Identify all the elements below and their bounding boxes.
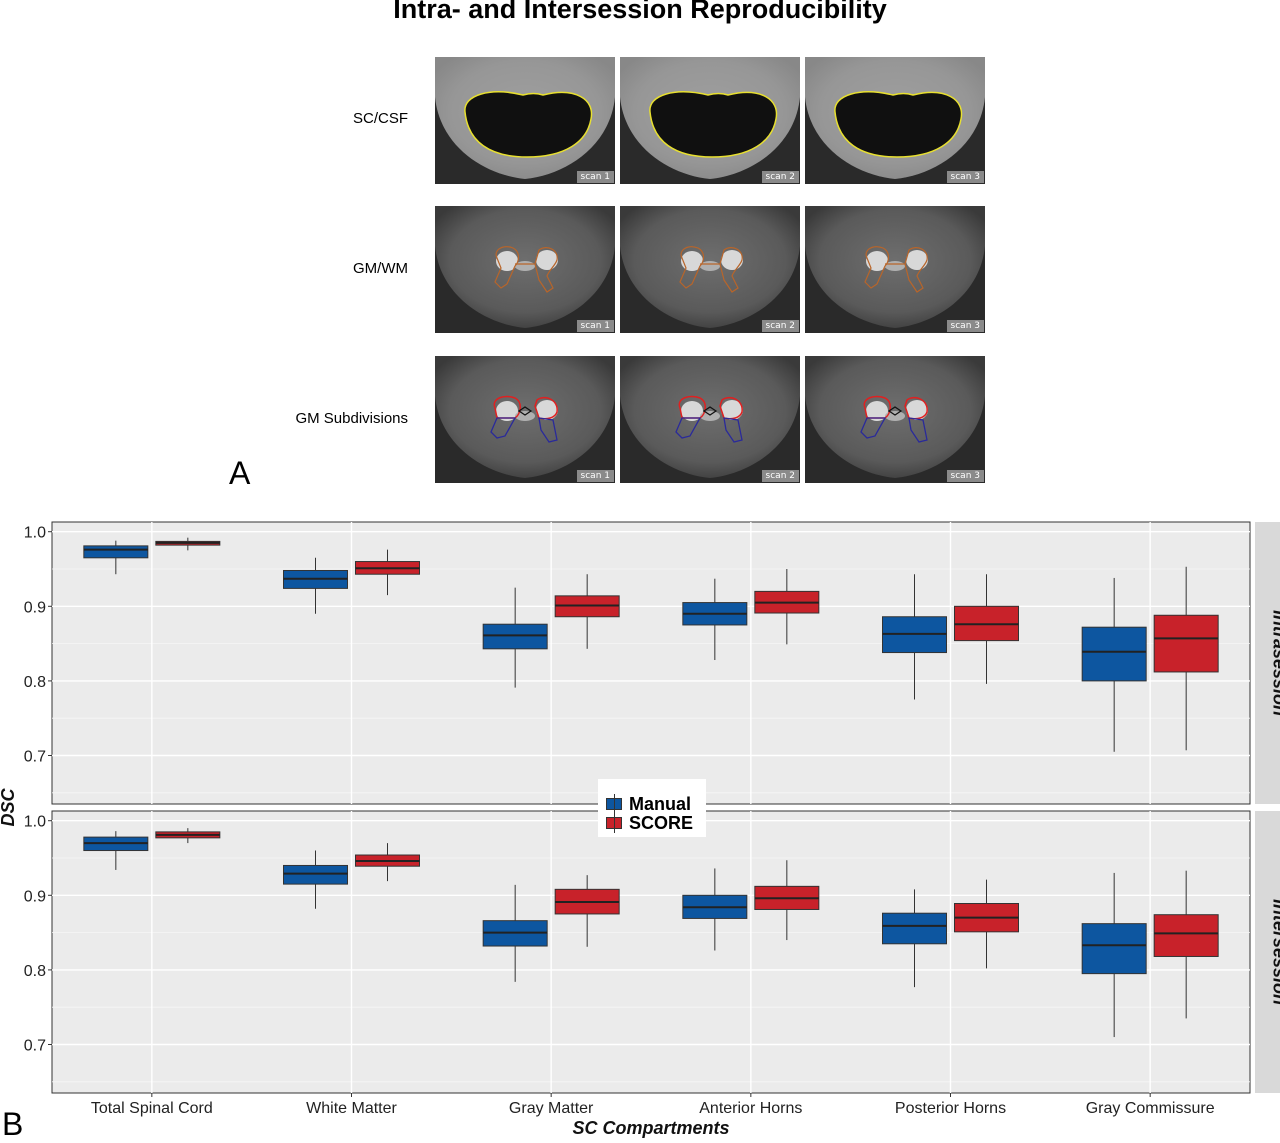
scan-image-gm-sub-2: scan 2 — [620, 356, 800, 483]
facet-strip-label: Intrasession — [1270, 610, 1280, 716]
scan-image-sc-csf-1-graphic — [435, 57, 615, 184]
x-tick-label: Anterior Horns — [699, 1100, 802, 1117]
scan-image-gm-sub-3-graphic — [805, 356, 985, 483]
x-tick-label: White Matter — [306, 1100, 397, 1117]
row-label-gm-wm: GM/WM — [208, 260, 408, 277]
legend-item-score: SCORE — [606, 813, 693, 833]
scan-image-gm-wm-2-graphic — [620, 206, 800, 333]
y-tick-label: 0.9 — [24, 599, 46, 616]
scan-tag: scan 1 — [577, 171, 614, 183]
y-tick-label: 0.7 — [24, 1038, 46, 1055]
scan-tag: scan 3 — [947, 171, 984, 183]
legend-label-score: SCORE — [629, 813, 693, 834]
facet-panel-intersession — [52, 811, 1250, 1093]
box-body — [84, 546, 148, 558]
facet-panel-intrasession — [52, 522, 1250, 804]
scan-image-gm-sub-1-graphic — [435, 356, 615, 483]
x-tick-label: Posterior Horns — [895, 1100, 1006, 1117]
facet-strip-label: Intersession — [1270, 899, 1280, 1005]
scan-image-gm-sub-1: scan 1 — [435, 356, 615, 483]
scan-tag: scan 2 — [762, 171, 799, 183]
scan-image-gm-wm-3: scan 3 — [805, 206, 985, 333]
scan-tag: scan 3 — [947, 470, 984, 482]
box-body — [1082, 924, 1146, 974]
legend-item-manual: Manual — [606, 794, 691, 814]
legend-label-manual: Manual — [629, 794, 691, 815]
y-tick-label: 1.0 — [24, 525, 46, 542]
box-body — [883, 913, 947, 944]
y-tick-label: 0.8 — [24, 963, 46, 980]
x-tick-label: Total Spinal Cord — [91, 1100, 213, 1117]
chart-legend: Manual SCORE — [598, 779, 706, 837]
y-axis-title: DSC — [0, 788, 18, 827]
y-tick-label: 0.8 — [24, 674, 46, 691]
y-tick-label: 0.7 — [24, 749, 46, 766]
legend-key-score — [606, 817, 622, 829]
scan-image-sc-csf-2: scan 2 — [620, 57, 800, 184]
scan-image-sc-csf-1: scan 1 — [435, 57, 615, 184]
x-tick-label: Gray Commissure — [1086, 1100, 1215, 1117]
scan-tag: scan 1 — [577, 320, 614, 332]
scan-image-gm-wm-2: scan 2 — [620, 206, 800, 333]
scan-image-sc-csf-3: scan 3 — [805, 57, 985, 184]
y-tick-label: 1.0 — [24, 814, 46, 831]
box-body — [284, 865, 348, 884]
box-body — [1082, 627, 1146, 681]
box-body — [1154, 615, 1218, 672]
row-label-sc-csf: SC/CSF — [208, 110, 408, 127]
y-tick-label: 0.9 — [24, 888, 46, 905]
scan-image-gm-wm-1-graphic — [435, 206, 615, 333]
row-label-gm-subdivisions: GM Subdivisions — [208, 410, 408, 427]
box-body — [483, 624, 547, 649]
scan-image-sc-csf-2-graphic — [620, 57, 800, 184]
scan-tag: scan 2 — [762, 470, 799, 482]
scan-image-gm-sub-2-graphic — [620, 356, 800, 483]
box-body — [1154, 915, 1218, 957]
figure-title: Intra- and Intersession Reproducibility — [0, 0, 1280, 25]
panel-letter-b: B — [2, 1106, 23, 1143]
scan-image-gm-wm-1: scan 1 — [435, 206, 615, 333]
x-tick-label: Gray Matter — [509, 1100, 594, 1117]
panel-letter-a: A — [229, 455, 250, 492]
scan-tag: scan 2 — [762, 320, 799, 332]
scan-tag: scan 1 — [577, 470, 614, 482]
x-axis-title: SC Compartments — [572, 1118, 729, 1138]
legend-key-manual — [606, 798, 622, 810]
scan-image-gm-wm-3-graphic — [805, 206, 985, 333]
scan-image-gm-sub-3: scan 3 — [805, 356, 985, 483]
scan-image-sc-csf-3-graphic — [805, 57, 985, 184]
scan-tag: scan 3 — [947, 320, 984, 332]
